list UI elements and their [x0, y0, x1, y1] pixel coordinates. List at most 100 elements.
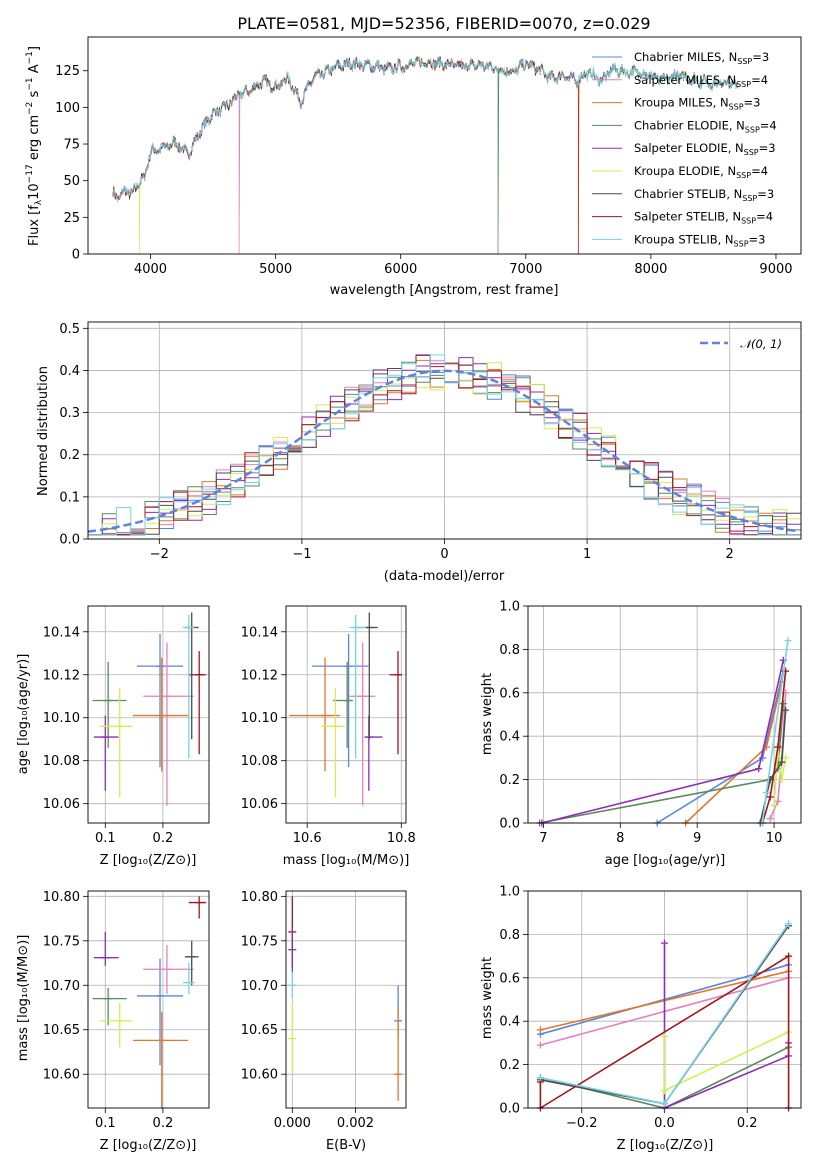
plot-area: [536, 920, 793, 1112]
plot-area: [92, 896, 207, 1108]
weight-marker: [785, 952, 793, 960]
y-tick-label: 0.6: [499, 686, 520, 701]
y-tick-label: 0.2: [499, 773, 520, 788]
x-tick-label: 10.6: [293, 831, 322, 846]
data-point: [143, 642, 194, 806]
x-tick-label: 8000: [634, 262, 667, 277]
x-tick-label: 2: [726, 547, 734, 562]
plot-area: [288, 896, 403, 1101]
y-tick-label: 10.08: [43, 754, 80, 769]
ticks: 0.1 0.2 10.06 10.08 10.10 10.12 10.14: [43, 625, 173, 846]
weight-marker: [762, 789, 770, 797]
y-tick-label: 100: [55, 101, 80, 116]
y-tick-label: 10.75: [241, 934, 278, 949]
y-tick-label: 10.06: [43, 797, 80, 812]
weight-line: [685, 681, 783, 824]
ticks: 7 8 9 10 0.0 0.2 0.4 0.6 0.8 1.0: [499, 600, 782, 847]
axes-frame: [527, 605, 802, 824]
data-point: [289, 657, 341, 772]
y-tick-label: 1.0: [499, 885, 520, 900]
legend-label: Salpeter MILES, NSSP=4: [634, 73, 768, 89]
data-point: [364, 715, 383, 791]
y-tick-label: 10.80: [43, 890, 80, 905]
data-point: [288, 971, 297, 999]
x-tick-label: 10.8: [387, 831, 416, 846]
data-point: [333, 661, 353, 748]
weight-marker: [661, 939, 668, 947]
data-point: [349, 614, 366, 759]
y-tick-label: 10.14: [43, 625, 80, 640]
spectrum-line: [112, 56, 579, 254]
weight-marker: [784, 637, 792, 645]
x-tick-label: 0.0: [654, 1116, 675, 1131]
age-mass-x-label: mass [log₁₀(M/M⊙)]: [283, 853, 410, 868]
grid: [528, 605, 801, 824]
y-tick-label: 1.0: [499, 600, 520, 615]
normal-curve: [87, 369, 799, 533]
y-tick-label: 10.08: [241, 754, 278, 769]
y-tick-label: 10.10: [241, 711, 278, 726]
x-tick-label: 7: [539, 831, 547, 846]
legend-label: Salpeter ELODIE, NSSP=3: [634, 141, 776, 157]
data-point: [288, 1003, 297, 1075]
ticks: −0.2 0.0 0.2 0.0 0.2 0.4 0.6 0.8 1.0: [499, 885, 757, 1132]
x-tick-label: 0.1: [95, 1116, 116, 1131]
mass-weight-vs-age-panel: age [log₁₀(age/yr)] mass weight 7 8 9 10 0.0…: [480, 600, 802, 868]
data-point: [394, 1007, 403, 1101]
legend: Chabrier MILES, NSSP=3 Salpeter MILES, NS…: [592, 50, 777, 248]
mass-ebv-x-label: E(B-V): [326, 1138, 366, 1153]
weight-marker: [661, 1032, 668, 1040]
ticks: 0.000 0.002 10.60 10.65 10.70 10.75 10.80: [241, 890, 374, 1131]
weight-marker: [766, 815, 774, 823]
plot-area: [92, 612, 207, 806]
x-tick-label: −1: [292, 547, 311, 562]
grid: [286, 891, 406, 1108]
y-tick-label: 0.4: [59, 364, 80, 379]
y-tick-label: 0.8: [499, 643, 520, 658]
ticks: 4000 5000 6000 7000 8000 9000 0 25 50 75 100 125: [55, 64, 792, 277]
legend-label: Kroupa STELIB, NSSP=3: [634, 232, 765, 248]
y-tick-label: 50: [63, 174, 80, 189]
weight-marker: [755, 765, 763, 773]
x-tick-label: 0.000: [274, 1116, 311, 1131]
y-tick-label: 10.70: [241, 979, 278, 994]
plot-area: [289, 612, 402, 806]
age-vs-metallicity-panel: Z [log₁₀(Z/Z⊙)] age [log₁₀(age/yr)] 0.1 0…: [16, 605, 210, 868]
data-point: [132, 657, 189, 772]
y-tick-label: 0.5: [59, 322, 80, 337]
x-tick-label: 8: [616, 831, 624, 846]
ticks: −2 −1 0 1 2 0.0 0.1 0.2 0.3 0.4 0.5: [59, 322, 734, 562]
histogram-x-label: (data-model)/error: [384, 569, 505, 584]
y-tick-label: 10.14: [241, 625, 278, 640]
y-tick-label: 10.70: [43, 979, 80, 994]
x-tick-label: 4000: [134, 262, 167, 277]
data-point: [389, 651, 402, 755]
y-tick-label: 10.06: [241, 797, 278, 812]
data-point: [183, 963, 195, 995]
ticks: 0.1 0.2 10.60 10.65 10.70 10.75 10.80: [43, 890, 173, 1131]
weight-marker: [661, 1087, 668, 1095]
data-point: [93, 931, 119, 966]
weight-line: [539, 954, 790, 1110]
weight-marker: [536, 1074, 544, 1082]
weight-marker: [778, 758, 786, 766]
data-point: [143, 945, 194, 995]
y-tick-label: 0.2: [59, 448, 80, 463]
data-point: [136, 633, 184, 768]
weight-line: [773, 746, 787, 806]
y-tick-label: 0.0: [499, 1102, 520, 1117]
weight-marker: [770, 802, 778, 810]
legend-label: Salpeter STELIB, NSSP=4: [634, 210, 773, 226]
x-tick-label: 0.2: [153, 831, 174, 846]
grid: [88, 891, 209, 1108]
y-tick-label: 0.6: [499, 971, 520, 986]
data-point: [183, 614, 195, 759]
age-vs-mass-panel: mass [log₁₀(M/M⊙)] 10.6 10.8 10.06 10.08 10.…: [241, 605, 416, 868]
data-point: [99, 1003, 133, 1048]
axes-frame: [87, 605, 210, 824]
weight-marker: [766, 793, 774, 801]
x-tick-label: 6000: [384, 262, 417, 277]
axes-frame: [87, 36, 802, 255]
x-tick-label: 1: [583, 547, 591, 562]
